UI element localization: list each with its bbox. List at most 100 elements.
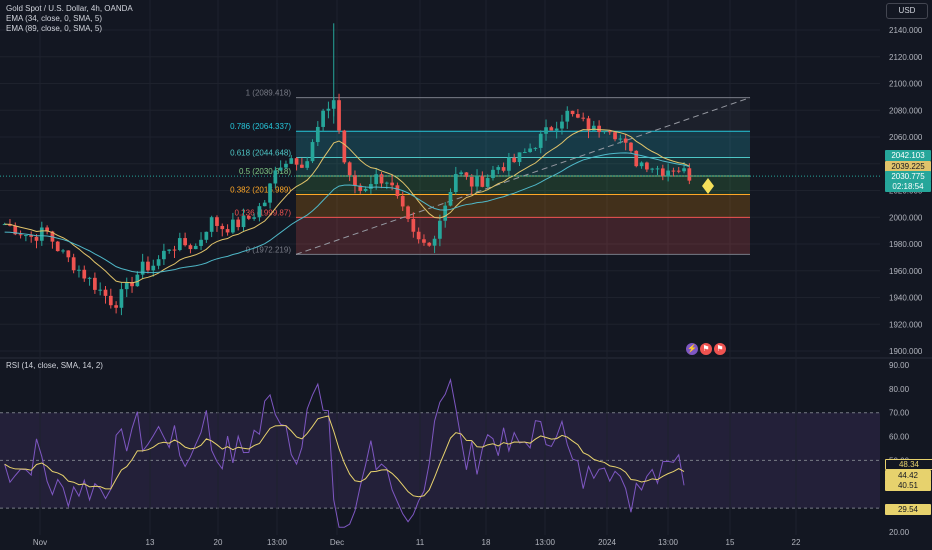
candle-body	[262, 202, 267, 207]
candle-body	[560, 121, 564, 129]
candle-body	[522, 152, 527, 154]
candle-body	[146, 261, 150, 271]
candle-body	[252, 217, 256, 219]
candle-body	[682, 168, 686, 172]
candle-body	[629, 142, 633, 151]
flag-icon[interactable]: ⚑	[700, 343, 712, 355]
candle-body	[618, 138, 623, 140]
candle-body	[140, 261, 145, 275]
candle-body	[671, 170, 676, 172]
candle-body	[34, 236, 39, 241]
candle-body	[650, 168, 655, 170]
candle-body	[422, 239, 426, 243]
time-tick-label: 22	[792, 538, 801, 547]
candle-body	[639, 162, 644, 167]
target-marker	[702, 178, 714, 194]
fib-level-label: 0.618 (2044.648)	[230, 149, 291, 158]
candle-body	[438, 220, 442, 239]
candle-body	[273, 170, 278, 184]
candle-body	[305, 161, 310, 168]
lightning-icon[interactable]: ⚡	[686, 343, 698, 355]
candle-body	[576, 114, 580, 118]
candle-body	[427, 242, 432, 246]
candle-body	[183, 238, 187, 246]
candle-body	[613, 132, 617, 140]
fib-zone	[296, 97, 750, 132]
candle-body	[82, 269, 87, 279]
time-tick-label: 13:00	[267, 538, 288, 547]
ema-34-legend[interactable]: EMA (34, close, 0, SMA, 5)	[6, 14, 103, 23]
candle-body	[204, 231, 209, 240]
flag-icon[interactable]: ⚑	[714, 343, 726, 355]
fib-level-label: 0 (1972.219)	[246, 245, 292, 254]
candle-body	[655, 168, 660, 170]
time-tick-label: 20	[214, 538, 223, 547]
fib-level-label: 0.786 (2064.337)	[230, 122, 291, 131]
candle-body	[549, 127, 554, 131]
candle-body	[119, 289, 124, 308]
candle-body	[87, 277, 92, 279]
candle-body	[39, 227, 44, 241]
current-price-label: 2042.103	[885, 150, 931, 161]
candle-body	[464, 172, 469, 177]
rsi-line	[4, 377, 685, 528]
candle-body	[400, 195, 405, 207]
candle-body	[241, 215, 246, 228]
candle-body	[570, 110, 575, 115]
candle-body	[8, 224, 12, 226]
candle-body	[71, 257, 76, 271]
candle-body	[326, 108, 331, 111]
candle-body	[209, 217, 214, 232]
events-icons[interactable]: ⚡ ⚑ ⚑	[686, 343, 726, 355]
rsi-ma-line	[4, 415, 685, 498]
rsi-tick-label: 90.00	[889, 361, 910, 370]
ema-89-legend[interactable]: EMA (89, close, 0, SMA, 5)	[6, 24, 103, 33]
time-tick-label: 2024	[598, 538, 616, 547]
candle-body	[507, 157, 511, 171]
price-tick-label: 1900.000	[889, 347, 923, 356]
candle-body	[130, 281, 134, 287]
candle-body	[496, 167, 501, 170]
price-tick-label: 2080.000	[889, 106, 923, 115]
candle-body	[199, 239, 203, 246]
candle-body	[544, 127, 548, 134]
ema-34-line	[4, 128, 690, 284]
candles	[2, 93, 692, 316]
candle-body	[188, 245, 193, 250]
candle-body	[581, 117, 586, 119]
fib-zone	[296, 194, 750, 218]
candle-body	[193, 245, 198, 250]
currency-button[interactable]: USD	[886, 3, 928, 19]
candle-body	[337, 100, 341, 131]
candle-body	[453, 174, 458, 192]
time-tick-label: 15	[726, 538, 735, 547]
candle-body	[645, 162, 649, 170]
price-tick-label: 2060.000	[889, 133, 923, 142]
time-tick-label: 18	[482, 538, 491, 547]
candle-body	[135, 274, 140, 287]
time-tick-label: Nov	[33, 538, 47, 547]
candle-body	[172, 249, 177, 251]
candle-body	[103, 289, 108, 296]
fib-zone	[296, 176, 750, 195]
rsi-legend[interactable]: RSI (14, close, SMA, 14, 2)	[6, 361, 103, 370]
candle-body	[61, 250, 65, 252]
candle-body	[374, 174, 379, 185]
candle-body	[289, 158, 294, 164]
candle-body	[517, 152, 522, 163]
close-price-label: 2030.775	[885, 171, 931, 182]
candle-body	[416, 231, 421, 240]
rsi-tick-label: 80.00	[889, 385, 910, 394]
rsi-tick-label: 20.00	[889, 528, 910, 537]
candle-body	[379, 174, 384, 184]
price-tick-label: 2100.000	[889, 80, 923, 89]
candle-body	[284, 163, 288, 168]
time-tick-label: 13	[146, 538, 155, 547]
candle-body	[236, 219, 241, 228]
candle-body	[491, 169, 495, 179]
rsi-ma-label: 44.42	[885, 470, 931, 481]
last-price-label: 2039.225	[885, 161, 931, 172]
candle-body	[660, 168, 665, 177]
